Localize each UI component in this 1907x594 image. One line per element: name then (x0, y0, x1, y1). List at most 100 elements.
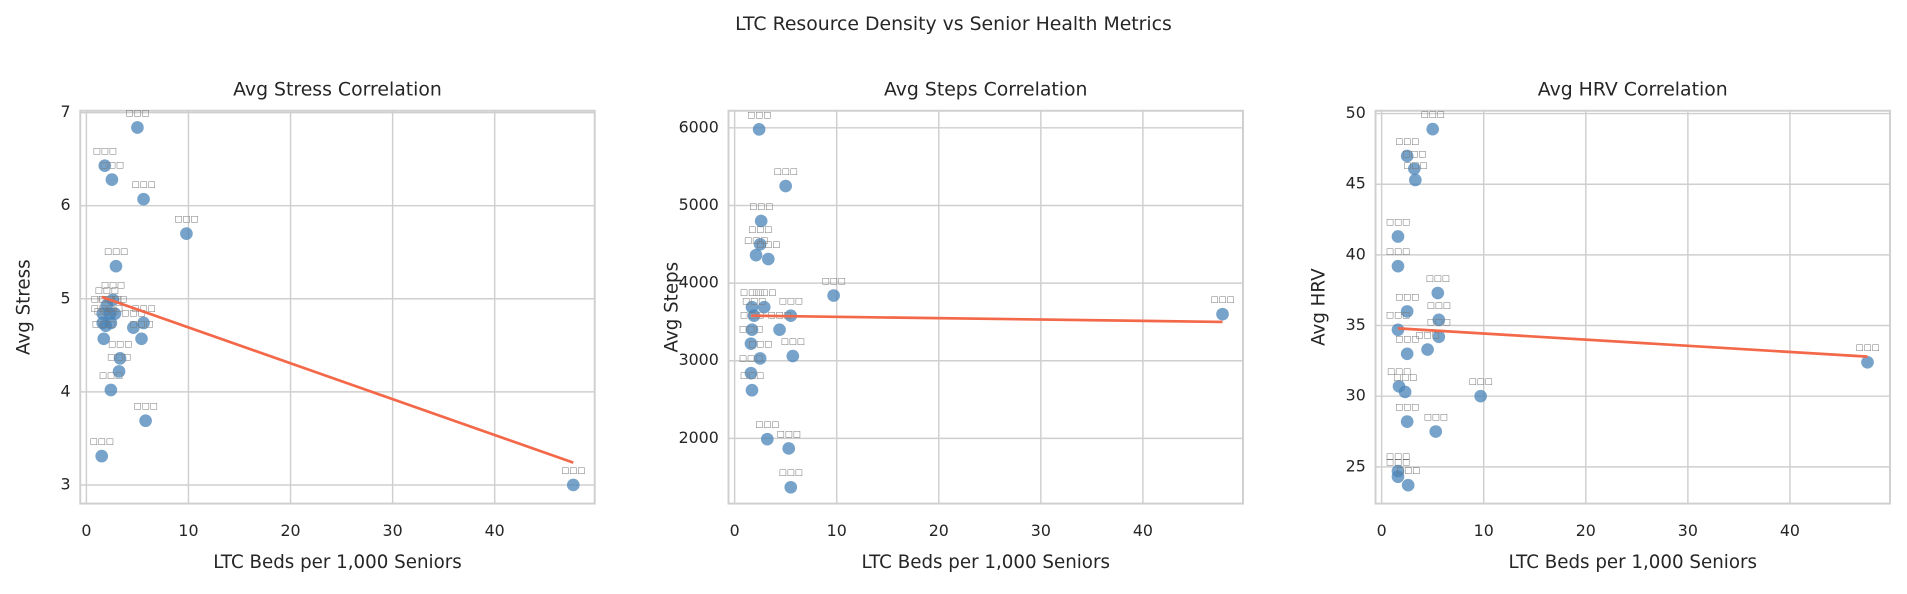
point-label: □□□ (774, 167, 798, 177)
point (784, 480, 798, 494)
y-tick-label: 6000 (679, 117, 719, 136)
point-label: □□□ (91, 295, 115, 305)
point-label: □□□ (92, 320, 116, 330)
x-tick-label: 20 (1576, 521, 1596, 540)
point (1409, 173, 1422, 187)
point (104, 383, 118, 397)
point-label: □□□ (129, 320, 153, 330)
x-axis-label: LTC Beds per 1,000 Seniors (213, 552, 461, 573)
y-tick-label: 4 (60, 381, 70, 400)
point (105, 173, 119, 186)
point (782, 442, 796, 455)
y-tick-label: 2000 (679, 428, 719, 447)
point-label: □□□ (1395, 403, 1419, 413)
subplot: Avg HRV Correlation LTC Beds per 1,000 Se… (1309, 80, 1891, 573)
x-tick-label: 20 (929, 521, 949, 540)
point-label: □□□ (1386, 452, 1410, 462)
point-label: □□□ (747, 110, 771, 120)
point-label: □□□ (1402, 150, 1426, 160)
y-tick-label: 25 (1346, 456, 1366, 475)
point-label: □□□ (1416, 330, 1440, 340)
point-label: □□□ (103, 295, 127, 305)
subplot-title: Avg Stress Correlation (233, 80, 442, 101)
point (1431, 286, 1445, 300)
point (760, 432, 774, 446)
point-label: □□□ (561, 466, 585, 476)
point-label: □□□ (781, 337, 805, 347)
y-tick-label: 5000 (679, 195, 719, 214)
point-label: □□□ (748, 225, 772, 235)
point (1400, 305, 1414, 318)
point-label: □□□ (739, 325, 763, 335)
point-label: □□□ (777, 429, 801, 439)
y-tick-label: 45 (1346, 174, 1366, 193)
point-label: □□□ (100, 161, 124, 171)
point-label: □□□ (1387, 367, 1411, 377)
trend-line (1397, 327, 1868, 358)
point-label: □□□ (108, 339, 132, 349)
point (749, 248, 763, 262)
y-axis-label: Avg Stress (13, 259, 34, 355)
point-label: □□□ (132, 180, 156, 190)
point-label: □□□ (748, 339, 772, 349)
point-label: □□□ (121, 309, 145, 319)
point (745, 323, 759, 337)
point-label: □□□ (1395, 335, 1419, 345)
point-label: □□□ (1427, 318, 1451, 328)
x-tick-label: 30 (1678, 521, 1698, 540)
point (1429, 425, 1443, 438)
point-label: □□□ (1469, 377, 1493, 387)
y-tick-label: 40 (1346, 244, 1366, 263)
x-tick-label: 10 (1474, 521, 1494, 540)
point-label: □□□ (101, 281, 125, 291)
y-tick-label: 35 (1346, 315, 1366, 334)
point (99, 319, 113, 333)
point (1407, 162, 1421, 176)
point (109, 259, 123, 273)
point-label: □□□ (93, 147, 117, 157)
point-label: □□□ (749, 202, 773, 212)
y-tick-label: 7 (60, 102, 70, 121)
point-label: □□□ (1210, 295, 1234, 305)
point (1391, 230, 1405, 243)
point (566, 478, 580, 492)
point-label: □□□ (99, 371, 123, 381)
point-label: □□□ (779, 297, 803, 307)
point (757, 300, 771, 314)
point (113, 352, 127, 365)
point-label: □□□ (1403, 161, 1427, 171)
trend-line (750, 314, 1223, 324)
point-label: □□□ (1427, 301, 1451, 311)
point (754, 214, 768, 228)
point (752, 123, 766, 136)
point-label: □□□ (740, 371, 764, 381)
point (95, 449, 109, 463)
point-label: □□□ (755, 420, 779, 430)
point-label: □□□ (1395, 292, 1419, 302)
y-tick-label: 30 (1346, 386, 1366, 405)
subplot-title: Avg HRV Correlation (1538, 80, 1728, 101)
point-label: □□□ (132, 304, 156, 314)
point (1391, 470, 1405, 484)
point (98, 159, 112, 172)
x-tick-label: 40 (1780, 521, 1800, 540)
point (1391, 259, 1405, 273)
point-label: □□□ (822, 276, 846, 286)
point-label: □□□ (742, 297, 766, 307)
point-label: □□□ (779, 468, 803, 478)
plot-frame (79, 109, 596, 505)
point-label: □□□ (95, 286, 119, 296)
x-axis-label: LTC Beds per 1,000 Seniors (1508, 552, 1757, 573)
point (127, 321, 140, 334)
subplot: Avg Steps Correlation LTC Beds per 1,000 … (662, 80, 1244, 573)
point (1398, 385, 1412, 399)
x-tick-label: 0 (81, 521, 91, 540)
x-tick-label: 0 (730, 521, 740, 540)
x-tick-label: 10 (178, 521, 198, 540)
point (1421, 343, 1434, 356)
y-axis-label: Avg Steps (662, 262, 683, 353)
x-tick-label: 40 (485, 521, 505, 540)
subplot-title: Avg Steps Correlation (884, 80, 1088, 101)
point-label: □□□ (1386, 458, 1410, 468)
